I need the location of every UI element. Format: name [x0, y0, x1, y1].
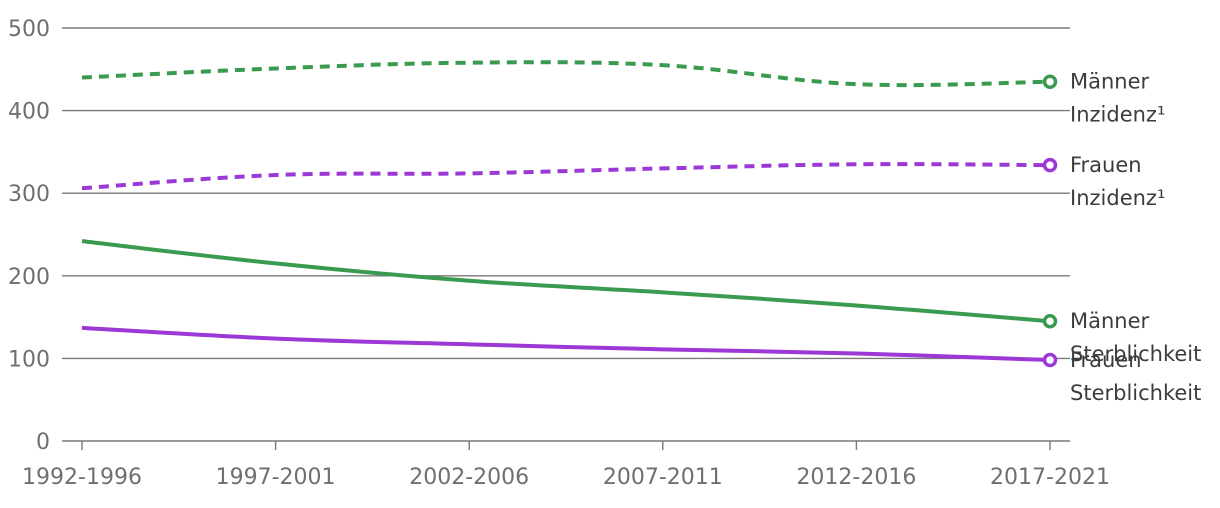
- y-tick-label: 200: [8, 265, 50, 290]
- series-label-line: Sterblichkeit: [1070, 381, 1201, 405]
- series-line-1: [81, 162, 1051, 191]
- series-end-marker-0: [1042, 74, 1058, 89]
- y-tick-label: 300: [8, 182, 50, 207]
- series-labels: Männer Inzidenz¹ Frauen Inzidenz¹ Männer Ster…: [1070, 70, 1201, 405]
- series-label-line: Sterblichkeit: [1070, 342, 1201, 366]
- series-line-0: [81, 60, 1051, 88]
- x-tick-label: 2007-2011: [603, 465, 723, 490]
- x-tick-label: 2002-2006: [409, 465, 529, 490]
- x-tick-label: 1992-1996: [22, 465, 142, 490]
- x-tick-label: 2017-2021: [990, 465, 1110, 490]
- series-line-3: [81, 325, 1051, 363]
- series-label-line: Männer: [1070, 309, 1150, 333]
- series-lines: [81, 60, 1058, 368]
- y-tick-label: 500: [8, 17, 50, 42]
- y-tick-label: 400: [8, 100, 50, 125]
- y-tick-label: 0: [36, 430, 50, 455]
- y-axis-tick-labels: 0 100 200 300 400 500: [8, 17, 50, 455]
- x-axis: 1992-1996 1997-2001 2002-2006 2007-2011 2012…: [22, 440, 1110, 490]
- series-end-marker-2: [1042, 313, 1058, 329]
- series-label-line: Frauen: [1070, 153, 1142, 177]
- series-line-2: [81, 239, 1051, 324]
- series-label-line: Inzidenz¹: [1070, 186, 1165, 210]
- gridlines: [62, 27, 1070, 360]
- series-label-line: Männer: [1070, 70, 1150, 94]
- series-label-line: Inzidenz¹: [1070, 103, 1165, 127]
- series-label-line: Frauen: [1070, 348, 1142, 372]
- y-tick-label: 100: [8, 347, 50, 372]
- x-tick-label: 2012-2016: [796, 465, 916, 490]
- x-tick-label: 1997-2001: [216, 465, 336, 490]
- series-end-marker-3: [1042, 352, 1058, 368]
- series-end-marker-1: [1042, 157, 1058, 173]
